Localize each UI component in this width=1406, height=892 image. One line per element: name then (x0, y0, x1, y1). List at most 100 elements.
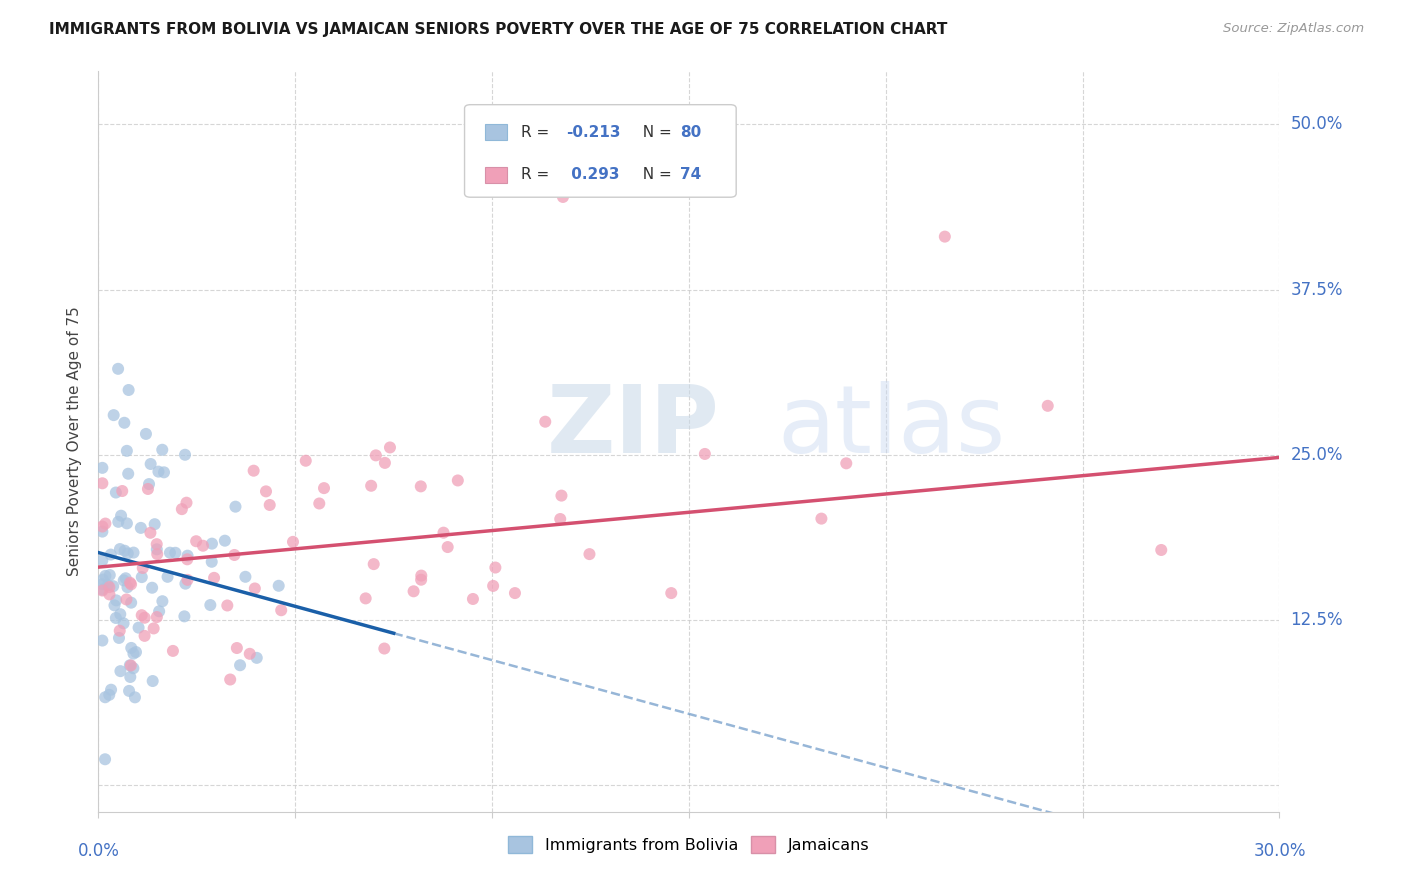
Point (142, 622, 165, 636)
Point (134, 629, 156, 643)
Point (810, 511, 832, 525)
Point (176, 552, 198, 566)
Point (115, 516, 138, 531)
Point (156, 570, 179, 584)
Point (110, 508, 132, 523)
Point (94, 516, 117, 531)
Point (91, 582, 114, 597)
Point (373, 641, 395, 656)
Text: 74: 74 (681, 168, 702, 182)
Point (117, 546, 139, 560)
Point (162, 644, 184, 658)
Point (94, 752, 117, 766)
Point (152, 594, 174, 608)
Point (173, 609, 195, 624)
Point (239, 647, 262, 661)
Point (91, 524, 114, 539)
Point (146, 547, 169, 561)
Point (225, 640, 247, 655)
Point (1150, 543, 1173, 558)
Text: ZIP: ZIP (547, 381, 720, 473)
Point (402, 584, 425, 599)
Point (934, 229, 956, 244)
Point (117, 580, 139, 594)
Text: atlas: atlas (778, 381, 1005, 473)
Point (503, 586, 526, 600)
Text: 37.5%: 37.5% (1291, 280, 1343, 299)
Point (360, 479, 382, 493)
Point (103, 599, 125, 613)
Point (117, 467, 139, 481)
Point (150, 442, 173, 457)
Point (103, 408, 125, 422)
Point (835, 456, 858, 470)
Point (120, 577, 142, 591)
Point (111, 483, 134, 498)
Text: N =: N = (633, 125, 676, 140)
Point (534, 415, 557, 429)
Point (141, 581, 163, 595)
Point (134, 611, 156, 625)
Point (548, 512, 571, 526)
Point (107, 361, 129, 376)
Text: 12.5%: 12.5% (1291, 611, 1343, 629)
Point (224, 500, 246, 514)
Point (122, 661, 145, 675)
Point (129, 521, 152, 535)
Point (259, 498, 281, 512)
Point (104, 611, 127, 625)
Point (242, 464, 264, 478)
Point (378, 441, 401, 455)
Point (174, 448, 197, 462)
Point (98, 688, 121, 702)
Point (110, 664, 132, 678)
Point (139, 457, 162, 471)
Point (112, 416, 135, 430)
Point (120, 658, 142, 673)
Text: R =: R = (520, 125, 554, 140)
Point (135, 426, 157, 441)
Point (551, 190, 574, 204)
Point (91, 460, 114, 475)
Legend: Immigrants from Bolivia, Jamaicans: Immigrants from Bolivia, Jamaicans (502, 830, 876, 859)
Point (159, 546, 181, 560)
Point (91, 573, 114, 587)
Point (170, 502, 193, 516)
Text: N =: N = (633, 168, 676, 182)
Point (108, 542, 131, 557)
Point (411, 568, 433, 582)
Y-axis label: Seniors Poverty Over the Age of 75: Seniors Poverty Over the Age of 75 (67, 307, 83, 576)
Point (107, 515, 129, 529)
Point (267, 579, 290, 593)
Point (98, 568, 121, 582)
Point (115, 592, 138, 607)
Point (98, 580, 121, 594)
Point (436, 540, 458, 554)
Point (578, 547, 600, 561)
Point (246, 651, 269, 665)
Point (176, 549, 198, 563)
Point (120, 640, 142, 655)
Point (136, 482, 159, 496)
FancyBboxPatch shape (485, 167, 506, 183)
Point (132, 561, 155, 575)
Point (146, 542, 169, 557)
Point (139, 525, 162, 540)
Point (146, 610, 169, 624)
Point (294, 454, 316, 468)
Point (217, 599, 239, 613)
Point (148, 465, 170, 479)
Text: 30.0%: 30.0% (1253, 842, 1306, 860)
Point (103, 579, 125, 593)
Point (100, 682, 122, 697)
Point (1036, 399, 1059, 413)
Point (432, 525, 454, 540)
Point (484, 560, 506, 574)
Point (308, 496, 330, 510)
Point (110, 607, 132, 622)
Point (254, 484, 277, 499)
Point (94, 690, 117, 705)
Point (176, 573, 198, 587)
Point (97, 578, 120, 592)
Point (115, 443, 138, 458)
